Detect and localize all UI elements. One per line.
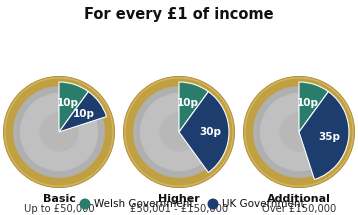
Circle shape	[3, 76, 115, 188]
Circle shape	[159, 112, 199, 152]
Circle shape	[20, 93, 98, 171]
Circle shape	[245, 77, 353, 186]
Wedge shape	[59, 92, 107, 132]
Circle shape	[5, 77, 113, 186]
Circle shape	[79, 198, 91, 209]
Text: Over £150,000: Over £150,000	[262, 204, 336, 214]
Text: £50,001 - £150,000: £50,001 - £150,000	[130, 204, 228, 214]
Circle shape	[243, 77, 354, 187]
Wedge shape	[179, 82, 208, 132]
Circle shape	[260, 93, 338, 171]
Circle shape	[253, 86, 345, 178]
Circle shape	[125, 77, 233, 186]
Circle shape	[124, 77, 234, 187]
Circle shape	[246, 78, 353, 186]
Text: 10p: 10p	[297, 98, 319, 109]
Circle shape	[39, 112, 79, 152]
Text: Additional: Additional	[267, 194, 331, 204]
Circle shape	[5, 78, 112, 186]
Circle shape	[126, 78, 232, 186]
Circle shape	[208, 198, 218, 209]
Text: 30p: 30p	[199, 127, 221, 137]
Text: 35p: 35p	[319, 132, 340, 142]
Circle shape	[243, 76, 355, 188]
Text: 10p: 10p	[57, 98, 79, 109]
Text: 10p: 10p	[177, 98, 199, 109]
Circle shape	[140, 93, 218, 171]
Circle shape	[279, 112, 319, 152]
Wedge shape	[299, 92, 349, 180]
Text: Welsh Government: Welsh Government	[94, 199, 194, 209]
Wedge shape	[299, 82, 328, 132]
Wedge shape	[59, 82, 88, 132]
Circle shape	[4, 77, 115, 187]
Text: Up to £50,000: Up to £50,000	[24, 204, 94, 214]
Circle shape	[123, 76, 235, 188]
Text: 10p: 10p	[73, 109, 95, 119]
Circle shape	[13, 86, 105, 178]
Circle shape	[133, 86, 225, 178]
Text: Basic: Basic	[43, 194, 76, 204]
Wedge shape	[179, 92, 229, 172]
Text: UK Government: UK Government	[222, 199, 305, 209]
Text: Higher: Higher	[158, 194, 200, 204]
Text: For every £1 of income: For every £1 of income	[84, 7, 274, 22]
